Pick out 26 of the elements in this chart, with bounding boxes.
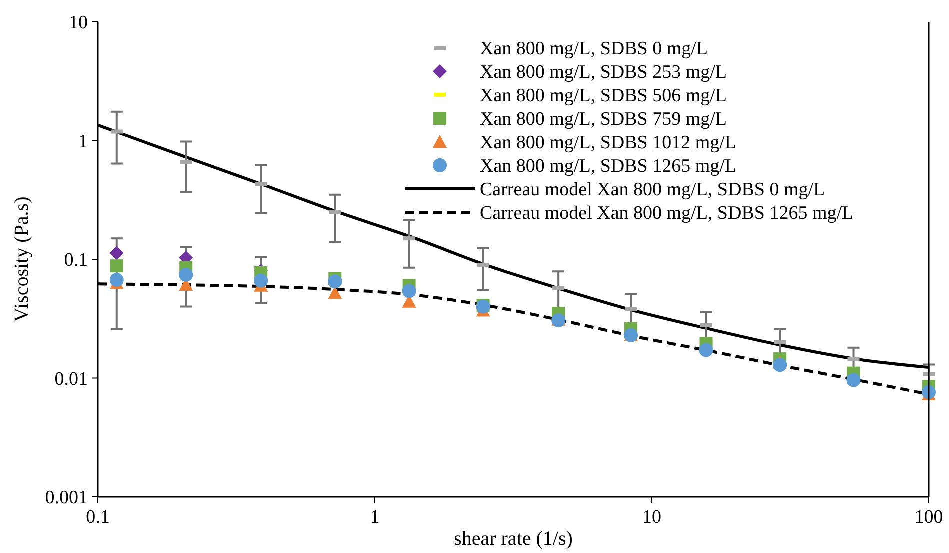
point bbox=[773, 358, 788, 372]
y-tick-label: 0.1 bbox=[64, 250, 88, 272]
x-tick-label: 0.1 bbox=[86, 507, 110, 528]
x-axis-title: shear rate (1/s) bbox=[454, 528, 573, 550]
point bbox=[846, 373, 861, 388]
point bbox=[402, 284, 416, 298]
point bbox=[699, 343, 714, 358]
legend-label: Carreau model Xan 800 mg/L, SDBS 0 mg/L bbox=[480, 180, 826, 201]
x-tick-label: 100 bbox=[914, 507, 944, 528]
x-tick-label: 10 bbox=[642, 507, 662, 528]
y-tick-label: 10 bbox=[69, 12, 88, 34]
legend-label: Xan 800 mg/L, SDBS 0 mg/L bbox=[480, 38, 708, 60]
legend-label: Xan 800 mg/L, SDBS 1012 mg/L bbox=[480, 132, 737, 154]
point bbox=[179, 268, 194, 282]
point bbox=[254, 274, 268, 288]
y-tick-label: 0.01 bbox=[54, 368, 88, 390]
y-tick-label: 1 bbox=[78, 131, 88, 152]
x-tick-label: 1 bbox=[370, 507, 380, 528]
legend-label: Xan 800 mg/L, SDBS 759 mg/L bbox=[480, 109, 728, 130]
point bbox=[328, 274, 342, 289]
y-tick-label: 0.001 bbox=[45, 488, 88, 509]
legend-label: Xan 800 mg/L, SDBS 1265 mg/L bbox=[480, 156, 737, 178]
legend-label: Xan 800 mg/L, SDBS 506 mg/L bbox=[480, 86, 728, 107]
legend-label: Xan 800 mg/L, SDBS 253 mg/L bbox=[480, 62, 728, 84]
legend-label: Carreau model Xan 800 mg/L, SDBS 1265 mg/L bbox=[480, 203, 854, 224]
y-axis-title: Viscosity (Pa.s) bbox=[11, 196, 33, 322]
